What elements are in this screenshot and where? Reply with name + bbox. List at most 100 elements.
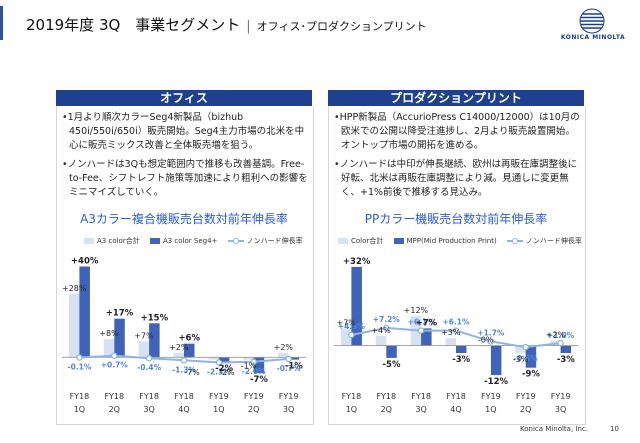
- bar: [421, 328, 432, 346]
- office-bullets: 1月より順次カラーSeg4新製品（bizhub 450i/550i/650i）販…: [62, 111, 308, 205]
- x-tick-label: 1Q: [74, 405, 85, 414]
- line-point: [348, 331, 355, 339]
- x-tick-label: FY18: [376, 392, 396, 401]
- bar-data-label: -5%: [383, 360, 401, 370]
- line-point: [215, 359, 223, 366]
- bar-data-label: +7%: [416, 318, 438, 328]
- bar: [253, 357, 265, 374]
- x-tick-label: 1Q: [213, 405, 224, 414]
- bar-data-label: -0%: [478, 336, 494, 345]
- bar-data-label: -3%: [557, 355, 575, 365]
- line-data-label: +1.0%: [547, 331, 575, 340]
- bar-data-label: -9%: [522, 370, 540, 380]
- line-point: [145, 354, 153, 362]
- bar: [480, 345, 491, 347]
- bar-data-label: +6%: [178, 334, 200, 344]
- bar-data-label: -12%: [484, 377, 508, 387]
- bar-data-label: +4%: [371, 326, 391, 335]
- bar-data-label: -3%: [513, 355, 529, 364]
- bar-data-label: +3%: [441, 328, 461, 337]
- page-subtitle: オフィス･プロダクションプリント: [256, 20, 427, 33]
- bar-data-label: +32%: [343, 257, 371, 267]
- x-tick-label: 4Q: [178, 405, 189, 414]
- line-data-label: -1.3%: [172, 365, 196, 374]
- line-data-label: -0.7%: [277, 364, 301, 373]
- bar: [288, 357, 300, 360]
- x-tick-label: FY19: [279, 392, 299, 401]
- title-separator: |: [246, 19, 251, 34]
- bar-data-label: -2%: [215, 364, 233, 374]
- office-bullet-1: 1月より順次カラーSeg4新製品（bizhub 450i/550i/650i）販…: [62, 111, 308, 153]
- production-bullet-1: HPP新製品（AccurioPress C14000/12000）は10月の欧米…: [334, 111, 580, 153]
- line-point: [417, 327, 425, 334]
- extra-data-label: -2%: [219, 368, 235, 377]
- x-tick-label: FY18: [139, 392, 159, 401]
- bar-data-label: +12%: [404, 306, 429, 315]
- legend-item: ノンハード伸長率: [506, 236, 582, 246]
- x-tick-label: 2Q: [248, 405, 259, 414]
- line-data-label: +6.1%: [408, 318, 436, 327]
- bar: [525, 345, 537, 368]
- page-title-text: 2019年度 3Q 事業セグメント: [26, 16, 241, 34]
- line-point: [76, 354, 83, 361]
- x-tick-label: 2Q: [520, 405, 531, 414]
- bar: [515, 345, 526, 353]
- bar: [208, 357, 219, 360]
- bar-data-label: +2%: [546, 331, 566, 340]
- legend-item: A3 color Seg4+: [149, 237, 217, 245]
- bar-data-label: -3%: [452, 355, 470, 365]
- konica-minolta-logo: [579, 8, 605, 34]
- line-point: [487, 338, 495, 345]
- line-data-label: -0.1%: [67, 363, 91, 372]
- legend-line-marker: [506, 237, 523, 245]
- bar: [173, 352, 184, 358]
- production-chart-title: PPカラー機販売台数対前年伸長率: [364, 212, 548, 226]
- line-data-label: +7.2%: [373, 315, 401, 324]
- bar-data-label: +15%: [141, 313, 169, 323]
- office-chart-legend: A3 color合計 A3 color Seg4+ ノンハード伸長率: [84, 236, 311, 246]
- x-tick-label: 4Q: [450, 405, 461, 414]
- bar: [79, 266, 90, 358]
- bar-data-label: -1%: [285, 362, 303, 372]
- bar: [184, 343, 195, 358]
- bar: [69, 293, 80, 358]
- x-tick-label: FY19: [244, 392, 264, 401]
- office-growth-chart: -0.1% +0.7% -0.4% -1.3% -2.3% -2.0% -0.7% +28% +…: [62, 257, 306, 414]
- bar: [103, 339, 115, 358]
- line-data-label: +6.1%: [442, 318, 470, 327]
- x-tick-label: FY18: [104, 392, 124, 401]
- line-data-label: -2.0%: [242, 367, 266, 376]
- bar-data-label: +7%: [336, 318, 356, 327]
- x-tick-label: FY18: [446, 392, 466, 401]
- line-data-label: -2.3%: [207, 368, 231, 377]
- x-tick-label: FY18: [174, 392, 194, 401]
- x-tick-label: 1Q: [346, 405, 357, 414]
- bar-data-label: -1%: [241, 362, 257, 371]
- title-accent-bar: [0, 6, 3, 40]
- line-point: [250, 358, 257, 366]
- x-tick-label: FY18: [70, 392, 90, 401]
- legend-swatch: [393, 238, 404, 244]
- production-bullets: HPP新製品（AccurioPress C14000/12000）は10月の欧米…: [334, 111, 580, 205]
- bar: [375, 335, 387, 346]
- legend-item: Color合計: [338, 236, 383, 246]
- x-tick-label: 3Q: [143, 405, 154, 414]
- x-tick-label: FY19: [551, 392, 571, 401]
- line-point: [522, 343, 529, 351]
- legend-swatch: [84, 238, 94, 244]
- bar-data-label: +17%: [106, 309, 134, 319]
- bar-data-label: +7%: [134, 331, 154, 340]
- x-tick-label: FY18: [411, 392, 431, 401]
- legend-line-marker: [227, 237, 244, 245]
- x-tick-label: FY19: [516, 392, 536, 401]
- bar: [386, 345, 397, 358]
- bar-data-label: +2%: [169, 343, 189, 352]
- bar: [560, 345, 572, 353]
- office-bullet-2: ノンハードは3Qも想定範囲内で推移も改善基調。Free-to-Fee、シフトレフ…: [62, 158, 308, 200]
- footer-company: Konica Minolta, Inc.: [520, 425, 588, 433]
- line-point: [452, 327, 460, 334]
- x-tick-label: 3Q: [283, 405, 294, 414]
- line-point: [180, 357, 188, 364]
- bar: [149, 323, 160, 358]
- office-panel-title: オフィス: [56, 90, 312, 106]
